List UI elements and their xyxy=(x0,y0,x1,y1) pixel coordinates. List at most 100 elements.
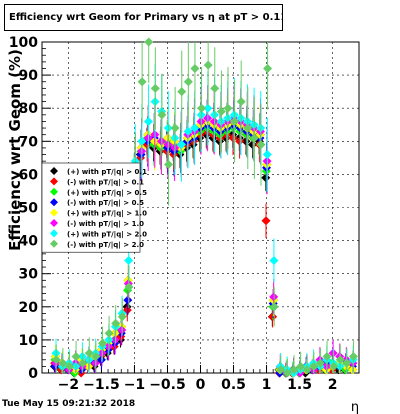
legend-label: (+) with pT/|q| > 0.1 xyxy=(67,168,147,177)
legend-label: (+) with pT/|q| > 0.5 xyxy=(67,189,147,198)
data-point xyxy=(269,255,279,265)
data-point xyxy=(263,63,273,73)
data-point xyxy=(78,358,88,368)
x-tick-label: −1.5 xyxy=(83,377,120,393)
data-point xyxy=(216,107,226,117)
data-point xyxy=(269,302,279,312)
data-point xyxy=(190,63,200,73)
data-point xyxy=(124,282,134,292)
legend-label: (+) with pT/|q| > 1.0 xyxy=(67,210,147,219)
y-tick-label: 90 xyxy=(19,68,39,84)
x-tick-label: 1 xyxy=(262,377,272,393)
y-tick-label: 0 xyxy=(28,366,38,382)
data-point xyxy=(309,361,319,371)
data-point xyxy=(111,318,121,328)
legend-label: (+) with pT/|q| > 2.0 xyxy=(67,230,147,239)
legend-marker xyxy=(50,229,58,238)
data-point xyxy=(243,123,253,133)
y-tick-label: 70 xyxy=(19,134,39,150)
legend: (+) with pT/|q| > 0.1(-) with pT/|q| > 0… xyxy=(41,162,147,253)
x-tick-label: −0.5 xyxy=(149,377,186,393)
legend-box xyxy=(41,162,141,253)
data-point xyxy=(64,361,74,371)
data-point xyxy=(230,116,240,126)
y-tick-label: 80 xyxy=(19,101,39,117)
data-point xyxy=(282,368,292,378)
y-tick-label: 50 xyxy=(19,201,39,217)
y-tick-label: 10 xyxy=(19,333,39,349)
data-point xyxy=(236,97,246,107)
legend-marker xyxy=(50,208,58,217)
y-tick-label: 30 xyxy=(19,267,39,283)
data-point xyxy=(124,255,134,265)
x-tick-label: −1 xyxy=(124,377,145,393)
y-tick-label: 40 xyxy=(19,234,39,250)
legend-marker xyxy=(50,239,58,248)
data-point xyxy=(177,87,187,97)
data-point xyxy=(335,355,345,365)
data-point xyxy=(276,365,286,375)
data-point xyxy=(289,365,299,375)
data-point xyxy=(223,103,233,113)
x-tick-label: 2 xyxy=(328,377,338,393)
chart-title: Efficiency wrt Geom for Primary vs η at … xyxy=(4,4,283,31)
data-point xyxy=(58,358,68,368)
legend-label: (-) with pT/|q| > 0.5 xyxy=(67,199,144,208)
data-point xyxy=(203,103,213,113)
legend-marker xyxy=(50,219,58,227)
data-point xyxy=(329,361,339,371)
y-tick-label: 100 xyxy=(9,35,38,51)
data-point xyxy=(249,133,259,143)
x-tick-label: −2 xyxy=(58,377,79,393)
data-point xyxy=(197,103,207,113)
series-8 xyxy=(51,37,358,378)
legend-marker xyxy=(50,187,58,196)
x-tick-label: 1.5 xyxy=(287,377,312,393)
legend-label: (-) with pT/|q| > 0.1 xyxy=(67,178,144,187)
data-point xyxy=(183,126,193,136)
date-stamp: Tue May 15 09:21:32 2018 xyxy=(2,399,136,409)
data-point xyxy=(348,351,358,361)
data-point xyxy=(157,110,167,120)
data-point xyxy=(117,312,127,322)
x-axis-ticks: −2 −1.5 −1 −0.5 0 0.5 1 1.5 2 xyxy=(48,365,353,393)
data-point xyxy=(262,150,272,160)
legend-marker xyxy=(50,177,58,186)
y-tick-label: 20 xyxy=(19,300,39,316)
data-point xyxy=(137,136,147,146)
data-point xyxy=(256,140,266,150)
y-axis-label: Efficiency wrt Geom (%) xyxy=(6,49,24,251)
data-point xyxy=(315,358,325,368)
data-point xyxy=(342,358,352,368)
data-point xyxy=(302,365,312,375)
y-tick-label: 60 xyxy=(19,167,39,183)
x-axis-label: η xyxy=(351,400,359,414)
data-point xyxy=(269,292,279,302)
legend-label: (-) with pT/|q| > 2.0 xyxy=(67,241,144,250)
legend-label: (-) with pT/|q| > 1.0 xyxy=(67,220,144,229)
data-point xyxy=(97,338,107,348)
data-point xyxy=(123,295,133,305)
x-tick-label: 0.5 xyxy=(221,377,246,393)
data-point xyxy=(150,83,160,93)
data-point xyxy=(164,159,174,169)
legend-marker xyxy=(50,167,58,175)
data-point xyxy=(84,348,94,358)
x-tick-label: 0 xyxy=(196,377,206,393)
data-point xyxy=(183,77,193,87)
grid-lines xyxy=(42,42,359,373)
data-point xyxy=(261,173,271,183)
data-point xyxy=(144,37,154,47)
legend-marker xyxy=(50,198,58,207)
data-point xyxy=(170,123,180,133)
data-point xyxy=(137,77,147,87)
data-series xyxy=(49,37,358,378)
data-point xyxy=(71,351,81,361)
data-point xyxy=(190,123,200,133)
data-point xyxy=(261,216,271,226)
data-point xyxy=(203,60,213,70)
data-point xyxy=(296,361,306,371)
data-point xyxy=(51,355,61,365)
data-point xyxy=(176,140,186,150)
